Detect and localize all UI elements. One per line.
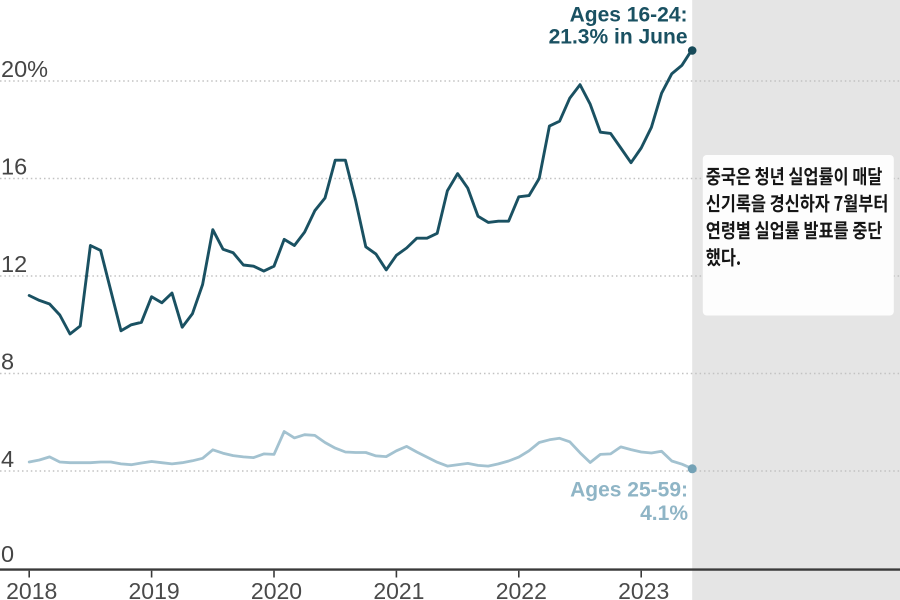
svg-text:21.3% in June: 21.3% in June bbox=[549, 25, 688, 48]
svg-text:2019: 2019 bbox=[129, 578, 180, 600]
svg-text:4: 4 bbox=[1, 446, 14, 472]
svg-text:4.1%: 4.1% bbox=[640, 502, 688, 525]
svg-text:0: 0 bbox=[1, 541, 14, 567]
svg-text:Ages 16-24:: Ages 16-24: bbox=[570, 4, 688, 27]
svg-text:16: 16 bbox=[1, 154, 27, 180]
svg-text:2021: 2021 bbox=[373, 578, 424, 600]
svg-text:2018: 2018 bbox=[6, 578, 57, 600]
svg-text:12: 12 bbox=[1, 251, 27, 277]
svg-text:20%: 20% bbox=[1, 56, 48, 82]
svg-text:2022: 2022 bbox=[496, 578, 547, 600]
svg-text:Ages 25-59:: Ages 25-59: bbox=[570, 478, 688, 501]
svg-text:8: 8 bbox=[1, 349, 14, 375]
svg-text:2020: 2020 bbox=[251, 578, 302, 600]
svg-text:2023: 2023 bbox=[618, 578, 669, 600]
